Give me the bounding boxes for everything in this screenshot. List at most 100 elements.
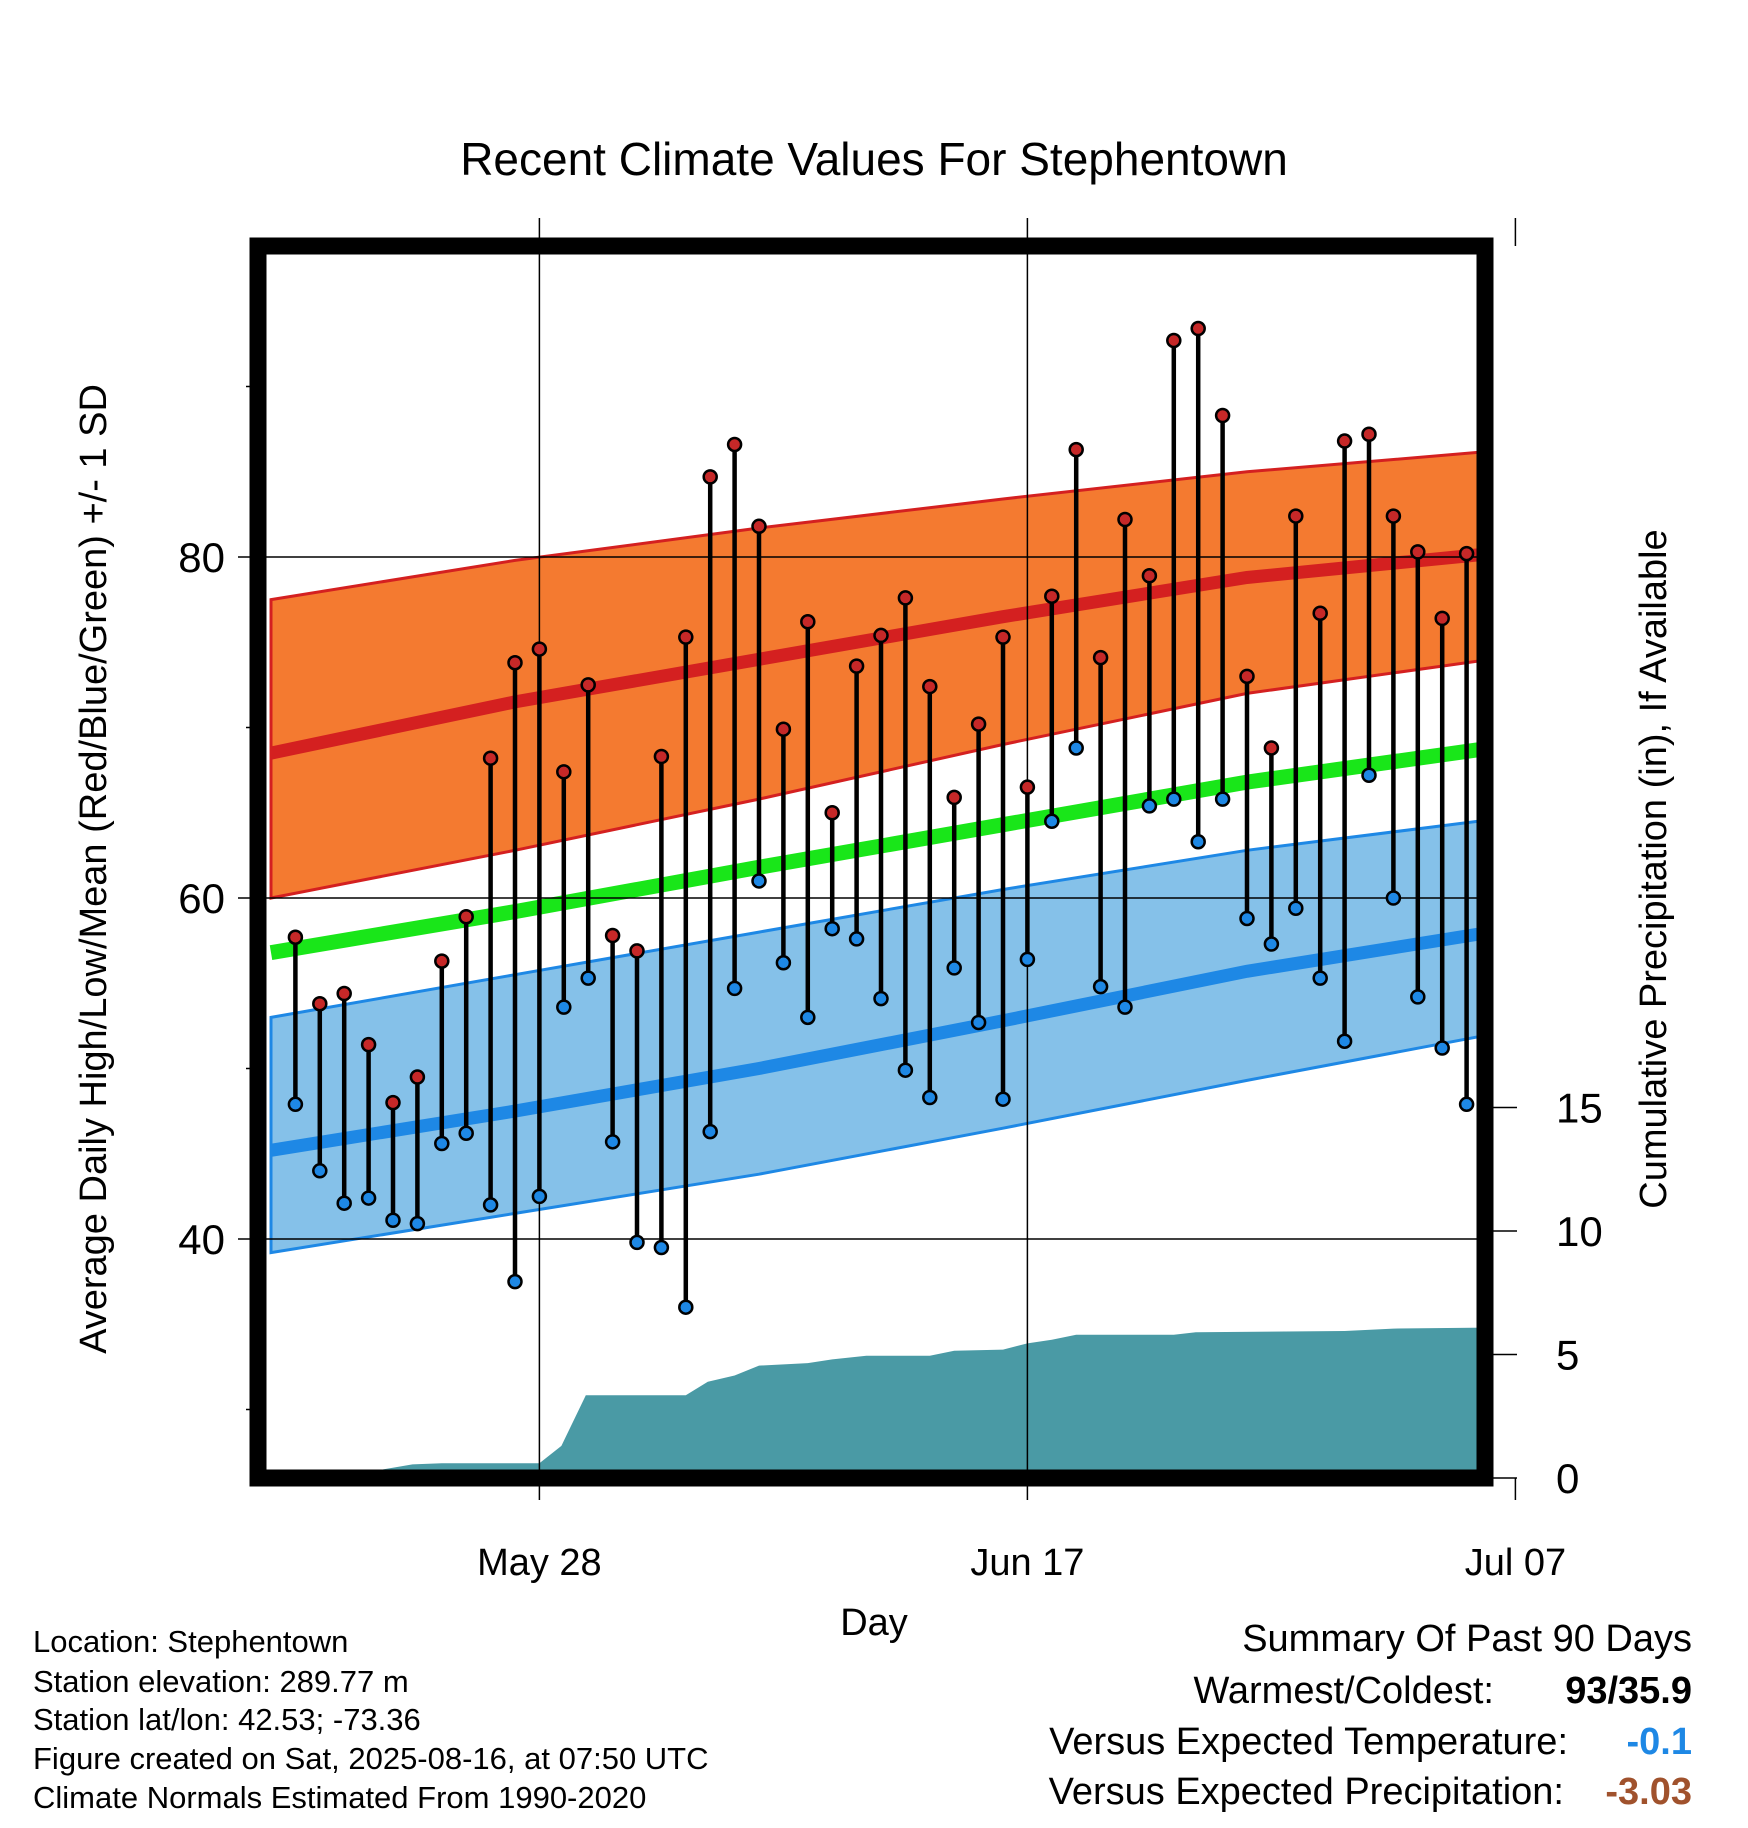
daily-low-point — [1092, 978, 1109, 995]
daily-low-point — [922, 1089, 938, 1106]
daily-high-point — [531, 641, 548, 657]
daily-low-point — [751, 873, 767, 889]
daily-high-point — [287, 929, 304, 945]
daily-low-point — [1019, 951, 1036, 968]
daily-high-point — [1509, 438, 1522, 451]
daily-low-point — [848, 931, 865, 947]
daily-high-point — [580, 677, 596, 693]
daily-high-point — [653, 748, 670, 765]
info-location: Location: Stephentown — [33, 1624, 349, 1659]
info-elevation: Station elevation: 289.77 m — [33, 1664, 409, 1699]
daily-high-point — [1214, 407, 1231, 424]
daily-low-point — [336, 1195, 352, 1211]
daily-low-point — [1385, 890, 1402, 906]
daily-low-point — [1680, 765, 1693, 778]
daily-high-point — [1655, 503, 1668, 516]
daily-high-point — [897, 590, 914, 606]
y-tick-label: 80 — [178, 534, 225, 581]
daily-high-point — [1019, 779, 1036, 795]
warmest-coldest-label: Warmest/Coldest: — [1193, 1670, 1494, 1712]
daily-low-point — [434, 1135, 450, 1152]
daily-low-point — [1410, 989, 1426, 1005]
daily-high-point — [1044, 588, 1060, 604]
daily-low-point — [312, 1163, 328, 1179]
temp-vs-expected-value: -0.1 — [1626, 1721, 1692, 1763]
daily-high-point — [1263, 740, 1280, 756]
y2-tick-label: 0 — [1556, 1455, 1579, 1502]
daily-high-point — [1434, 610, 1450, 627]
daily-high-point — [1166, 332, 1182, 349]
daily-high-point — [1092, 649, 1109, 666]
daily-high-point — [751, 518, 767, 535]
daily-high-point — [995, 629, 1011, 645]
daily-high-point — [702, 469, 718, 485]
low-normal-line — [269, 926, 1485, 1157]
x-axis-label: Day — [840, 1602, 908, 1644]
daily-high-point — [409, 1069, 426, 1085]
daily-low-point — [1434, 1040, 1450, 1056]
daily-high-point — [604, 927, 621, 944]
daily-low-point — [800, 1009, 816, 1026]
daily-low-point — [824, 920, 840, 937]
daily-low-point — [653, 1239, 670, 1256]
daily-low-point — [1361, 767, 1377, 783]
daily-low-point — [1117, 999, 1133, 1015]
precip-vs-expected-value: -3.03 — [1605, 1771, 1692, 1813]
daily-low-point — [385, 1212, 401, 1228]
daily-low-point — [1582, 784, 1595, 797]
info-created: Figure created on Sat, 2025-08-16, at 07… — [33, 1741, 709, 1776]
daily-low-point — [1607, 772, 1620, 785]
daily-high-point — [385, 1094, 401, 1111]
daily-high-point — [1458, 545, 1475, 562]
daily-high-point — [922, 678, 938, 695]
daily-low-point — [556, 999, 572, 1015]
info-normals: Climate Normals Estimated From 1990-2020 — [33, 1780, 647, 1815]
daily-low-point — [897, 1062, 914, 1078]
chart-title: Recent Climate Values For Stephentown — [460, 133, 1288, 185]
daily-high-point — [1361, 426, 1377, 442]
daily-high-point — [848, 658, 865, 674]
y2-tick-label: 15 — [1556, 1085, 1603, 1132]
daily-low-point — [629, 1234, 645, 1251]
temp-vs-expected-label: Versus Expected Temperature: — [1049, 1721, 1568, 1763]
daily-low-point — [873, 990, 889, 1007]
daily-high-point — [1631, 438, 1644, 451]
plot-frame — [249, 237, 1494, 1487]
cumulative-precip-area — [271, 1327, 1485, 1478]
y-tick-label: 40 — [178, 1216, 225, 1263]
daily-high-point — [1385, 508, 1402, 524]
daily-low-point — [458, 1125, 474, 1142]
daily-low-point — [1336, 1033, 1353, 1049]
mean-normal-line — [269, 741, 1485, 960]
x-tick-label: May 28 — [477, 1542, 602, 1584]
low-sd-band — [269, 818, 1485, 1255]
daily-low-point — [1509, 903, 1522, 916]
daily-high-point — [336, 985, 352, 1002]
daily-high-point — [1680, 438, 1693, 451]
daily-high-point — [824, 805, 840, 821]
daily-high-point — [1533, 472, 1546, 485]
daily-high-point — [458, 909, 474, 925]
daily-high-point — [1239, 668, 1255, 685]
info-latlon: Station lat/lon: 42.53; -73.36 — [33, 1702, 421, 1737]
daily-low-point — [775, 955, 792, 971]
daily-low-point — [580, 970, 596, 986]
daily-low-point — [604, 1134, 621, 1150]
daily-low-point — [995, 1091, 1011, 1107]
daily-high-point — [1190, 320, 1206, 337]
daily-low-point — [1558, 770, 1571, 783]
y-axis-label: Average Daily High/Low/Mean (Red/Blue/Gr… — [73, 384, 115, 1354]
warmest-coldest-value: 93/35.9 — [1565, 1670, 1692, 1712]
daily-low-point — [1239, 910, 1255, 927]
daily-low-point — [1190, 833, 1206, 850]
daily-high-point — [800, 614, 816, 630]
daily-high-point — [556, 764, 572, 780]
daily-low-point — [1214, 791, 1231, 807]
daily-high-point — [312, 995, 328, 1012]
daily-high-point — [1336, 433, 1353, 449]
daily-low-point — [702, 1123, 718, 1140]
y2-tick-label: 5 — [1556, 1332, 1579, 1379]
daily-high-point — [1729, 349, 1742, 362]
